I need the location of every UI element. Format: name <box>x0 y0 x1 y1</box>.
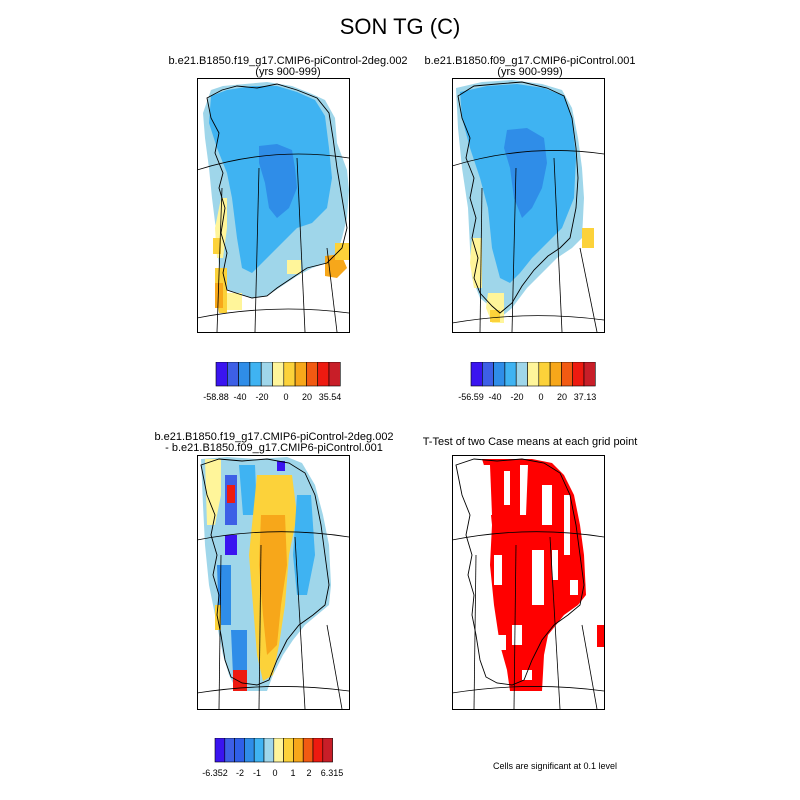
map-panel-bottom-right <box>452 455 605 710</box>
colorbar-swatch <box>515 362 528 387</box>
colorbar-swatch <box>538 362 551 387</box>
colorbar-top-right: -56.59 -40 -20 0 20 37.13 <box>458 362 597 402</box>
colorbar-swatch <box>561 362 574 387</box>
colorbar-label: 0 <box>538 392 543 402</box>
colorbar-swatch <box>294 362 307 387</box>
colorbar-swatch <box>293 738 304 763</box>
colorbar-swatch <box>283 738 294 763</box>
colorbar-label: -40 <box>488 392 501 402</box>
significance-field-bottom-right <box>458 459 604 691</box>
nonsignificant-gaps-bottom-right <box>462 459 578 680</box>
colorbar-label: 20 <box>557 392 567 402</box>
colorbar-swatch <box>234 738 245 763</box>
colorbar-label: 2 <box>306 768 311 778</box>
colorbar-label: -20 <box>255 392 268 402</box>
colorbar-top-left: -58.88 -40 -20 0 20 35.54 <box>203 362 342 402</box>
colorbar-swatch <box>504 362 517 387</box>
panel-subtitle-bottom-left: - b.e21.B1850.f09_g17.CMIP6-piControl.00… <box>165 442 383 454</box>
colorbar-swatch <box>226 362 239 387</box>
coastline-bottom-right <box>455 458 585 686</box>
colorbar-label: 0 <box>283 392 288 402</box>
colorbar-swatch <box>481 362 494 387</box>
colorbar-swatch <box>493 362 506 387</box>
panel-title-top-left: b.e21.B1850.f19_g17.CMIP6-piControl-2deg… <box>168 55 408 67</box>
colorbar-label-min: -58.88 <box>203 392 229 402</box>
colorbar-swatch <box>238 362 251 387</box>
colorbar-swatch <box>214 738 226 763</box>
colorbar-swatch <box>328 362 341 387</box>
temperature-field-top-right <box>456 80 594 323</box>
colorbar-label: -2 <box>236 768 244 778</box>
colorbar-label: 0 <box>272 768 277 778</box>
colorbar-label-min: -56.59 <box>458 392 484 402</box>
map-panel-top-left <box>197 78 350 333</box>
colorbar-label-max: 35.54 <box>319 392 342 402</box>
panel-title-top-right: b.e21.B1850.f09_g17.CMIP6-piControl.001 <box>424 55 636 67</box>
colorbar-swatch <box>527 362 540 387</box>
figure-title: SON TG (C) <box>339 14 461 39</box>
colorbar-swatch <box>283 362 296 387</box>
colorbar-label: 1 <box>290 768 295 778</box>
colorbar-swatch <box>312 738 324 763</box>
colorbar-label: -40 <box>233 392 246 402</box>
colorbar-swatch <box>322 738 333 763</box>
colorbar-label: -20 <box>510 392 523 402</box>
colorbar-swatch <box>215 362 228 387</box>
colorbar-swatches-top-right <box>470 362 596 387</box>
coastline-top-right <box>457 81 579 314</box>
graticule-top-left <box>197 153 350 333</box>
colorbar-swatches-bottom-left <box>214 738 333 763</box>
coastline-top-left <box>206 83 348 299</box>
colorbar-swatch <box>244 738 255 763</box>
coastline-bottom-left <box>200 458 330 686</box>
colorbar-swatch <box>253 738 265 763</box>
colorbar-swatch <box>302 738 314 763</box>
colorbar-swatch <box>306 362 319 387</box>
colorbar-label: -1 <box>253 768 261 778</box>
panel-subtitle-top-left: (yrs 900-999) <box>255 66 321 78</box>
colorbar-swatch <box>224 738 235 763</box>
colorbar-label-min: -6.352 <box>202 768 228 778</box>
temperature-field-top-left <box>203 82 349 313</box>
graticule-bottom-right <box>452 531 605 710</box>
colorbar-swatch <box>272 362 285 387</box>
colorbar-swatch <box>572 362 585 387</box>
panel-title-bottom-left: b.e21.B1850.f19_g17.CMIP6-piControl-2deg… <box>154 431 394 443</box>
colorbar-swatch <box>260 362 273 387</box>
colorbar-swatch <box>470 362 483 387</box>
colorbar-swatch <box>549 362 562 387</box>
colorbar-swatch <box>317 362 330 387</box>
panel-subtitle-top-right: (yrs 900-999) <box>497 66 563 78</box>
colorbar-label-max: 6.315 <box>321 768 344 778</box>
colorbar-label: 20 <box>302 392 312 402</box>
colorbar-swatch <box>263 738 275 763</box>
colorbar-swatch <box>583 362 596 387</box>
colorbar-swatch <box>249 362 262 387</box>
difference-field-bottom-left <box>201 457 331 691</box>
map-panel-top-right <box>452 78 605 333</box>
map-panel-bottom-left <box>197 455 350 710</box>
panel-title-bottom-right: T-Test of two Case means at each grid po… <box>422 436 638 448</box>
colorbar-label-max: 37.13 <box>574 392 597 402</box>
significance-note: Cells are significant at 0.1 level <box>492 761 618 771</box>
colorbar-swatch <box>273 738 284 763</box>
graticule-top-right <box>452 150 605 333</box>
colorbar-swatches-top-left <box>215 362 341 387</box>
colorbar-bottom-left: -6.352 -2 -1 0 1 2 6.315 <box>202 738 344 778</box>
